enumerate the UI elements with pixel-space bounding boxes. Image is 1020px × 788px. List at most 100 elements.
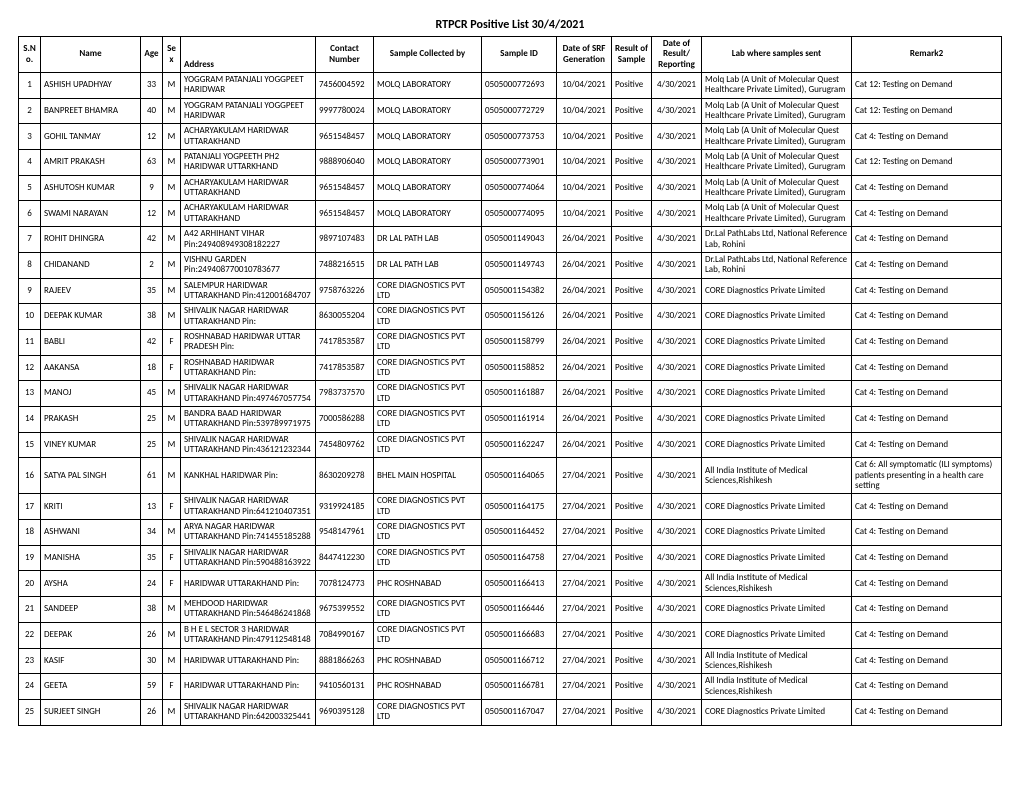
- cell-remark: Cat 4: Testing on Demand: [852, 494, 1002, 520]
- cell-sno: 22: [19, 622, 41, 648]
- cell-collected: CORE DIAGNOSTICS PVT LTD: [374, 381, 482, 407]
- cell-srf: 27/04/2021: [557, 597, 612, 623]
- cell-contact: 7456004592: [316, 73, 374, 99]
- cell-collected: PHC ROSHNABAD: [374, 674, 482, 700]
- cell-collected: CORE DIAGNOSTICS PVT LTD: [374, 699, 482, 725]
- cell-srf: 27/04/2021: [557, 494, 612, 520]
- cell-sno: 23: [19, 648, 41, 674]
- cell-age: 38: [141, 597, 163, 623]
- cell-sex: M: [163, 458, 181, 494]
- cell-address: KANKHAL HARIDWAR Pin:: [181, 458, 316, 494]
- cell-lab: Molq Lab (A Unit of Molecular Quest Heal…: [702, 150, 852, 176]
- cell-contact: 7000586288: [316, 406, 374, 432]
- col-collected: Sample Collected by: [374, 37, 482, 73]
- cell-result: Positive: [612, 227, 652, 253]
- cell-name: ROHIT DHINGRA: [41, 227, 141, 253]
- cell-contact: 9758763226: [316, 278, 374, 304]
- cell-age: 30: [141, 648, 163, 674]
- cell-srf: 10/04/2021: [557, 150, 612, 176]
- cell-name: MANISHA: [41, 545, 141, 571]
- cell-age: 35: [141, 278, 163, 304]
- cell-sex: M: [163, 381, 181, 407]
- cell-contact: 9319924185: [316, 494, 374, 520]
- cell-remark: Cat 4: Testing on Demand: [852, 381, 1002, 407]
- cell-contact: 8447412230: [316, 545, 374, 571]
- cell-remark: Cat 4: Testing on Demand: [852, 201, 1002, 227]
- cell-contact: 9997780024: [316, 98, 374, 124]
- col-name: Name: [41, 37, 141, 73]
- cell-name: ASHWANI: [41, 520, 141, 546]
- cell-sid: 0505001158852: [482, 355, 557, 381]
- cell-lab: CORE Diagnostics Private Limited: [702, 520, 852, 546]
- cell-contact: 9897107483: [316, 227, 374, 253]
- cell-sex: M: [163, 73, 181, 99]
- cell-dor: 4/30/2021: [652, 571, 702, 597]
- cell-collected: CORE DIAGNOSTICS PVT LTD: [374, 597, 482, 623]
- cell-contact: 7454809762: [316, 432, 374, 458]
- cell-contact: 8630055204: [316, 304, 374, 330]
- cell-sex: M: [163, 432, 181, 458]
- cell-age: 2: [141, 252, 163, 278]
- cell-sno: 24: [19, 674, 41, 700]
- col-age: Age: [141, 37, 163, 73]
- cell-sno: 13: [19, 381, 41, 407]
- table-row: 5ASHUTOSH KUMAR9MACHARYAKULAM HARIDWAR U…: [19, 175, 1002, 201]
- table-row: 2BANPREET BHAMRA40MYOGGRAM PATANJALI YOG…: [19, 98, 1002, 124]
- cell-srf: 26/04/2021: [557, 381, 612, 407]
- cell-remark: Cat 4: Testing on Demand: [852, 304, 1002, 330]
- cell-result: Positive: [612, 201, 652, 227]
- cell-srf: 26/04/2021: [557, 304, 612, 330]
- cell-lab: CORE Diagnostics Private Limited: [702, 278, 852, 304]
- cell-dor: 4/30/2021: [652, 494, 702, 520]
- cell-result: Positive: [612, 458, 652, 494]
- cell-sid: 0505000772693: [482, 73, 557, 99]
- cell-lab: CORE Diagnostics Private Limited: [702, 355, 852, 381]
- cell-lab: Dr.Lal PathLabs Ltd, National Reference …: [702, 252, 852, 278]
- cell-dor: 4/30/2021: [652, 520, 702, 546]
- cell-name: SANDEEP: [41, 597, 141, 623]
- cell-remark: Cat 4: Testing on Demand: [852, 571, 1002, 597]
- cell-age: 61: [141, 458, 163, 494]
- cell-age: 59: [141, 674, 163, 700]
- cell-result: Positive: [612, 494, 652, 520]
- col-address: Address: [181, 37, 316, 73]
- table-row: 4AMRIT PRAKASH63MPATANJALI YOGPEETH PH2 …: [19, 150, 1002, 176]
- cell-age: 34: [141, 520, 163, 546]
- cell-dor: 4/30/2021: [652, 304, 702, 330]
- cell-name: DEEPAK KUMAR: [41, 304, 141, 330]
- table-row: 12AAKANSA18FROSHNABAD HARIDWAR UTTARAKHA…: [19, 355, 1002, 381]
- cell-name: SWAMI NARAYAN: [41, 201, 141, 227]
- cell-lab: All India Institute of Medical Sciences,…: [702, 458, 852, 494]
- cell-result: Positive: [612, 329, 652, 355]
- col-dor: Date of Result/ Reporting: [652, 37, 702, 73]
- cell-sid: 0505001161914: [482, 406, 557, 432]
- cell-sno: 11: [19, 329, 41, 355]
- cell-sno: 2: [19, 98, 41, 124]
- cell-sex: M: [163, 622, 181, 648]
- cell-sid: 0505001166413: [482, 571, 557, 597]
- col-remark: Remark2: [852, 37, 1002, 73]
- cell-dor: 4/30/2021: [652, 622, 702, 648]
- table-row: 21SANDEEP38MMEHDOOD HARIDWAR UTTARAKHAND…: [19, 597, 1002, 623]
- cell-sno: 25: [19, 699, 41, 725]
- cell-name: GOHIL TANMAY: [41, 124, 141, 150]
- cell-address: VISHNU GARDEN Pin:249408770010783677: [181, 252, 316, 278]
- cell-collected: CORE DIAGNOSTICS PVT LTD: [374, 520, 482, 546]
- cell-contact: 7078124773: [316, 571, 374, 597]
- cell-sid: 0505001162247: [482, 432, 557, 458]
- cell-age: 25: [141, 406, 163, 432]
- cell-sex: M: [163, 201, 181, 227]
- cell-address: SALEMPUR HARIDWAR UTTARAKHAND Pin:412001…: [181, 278, 316, 304]
- cell-remark: Cat 4: Testing on Demand: [852, 329, 1002, 355]
- cell-lab: CORE Diagnostics Private Limited: [702, 597, 852, 623]
- cell-sid: 0505000774095: [482, 201, 557, 227]
- cell-name: KASIF: [41, 648, 141, 674]
- cell-dor: 4/30/2021: [652, 355, 702, 381]
- cell-remark: Cat 4: Testing on Demand: [852, 622, 1002, 648]
- cell-result: Positive: [612, 699, 652, 725]
- cell-age: 42: [141, 227, 163, 253]
- cell-result: Positive: [612, 648, 652, 674]
- cell-lab: All India Institute of Medical Sciences,…: [702, 571, 852, 597]
- cell-address: SHIVALIK NAGAR HARIDWAR UTTARAKHAND Pin:…: [181, 432, 316, 458]
- cell-address: ROSHNABAD HARIDWAR UTTAR PRADESH Pin:: [181, 329, 316, 355]
